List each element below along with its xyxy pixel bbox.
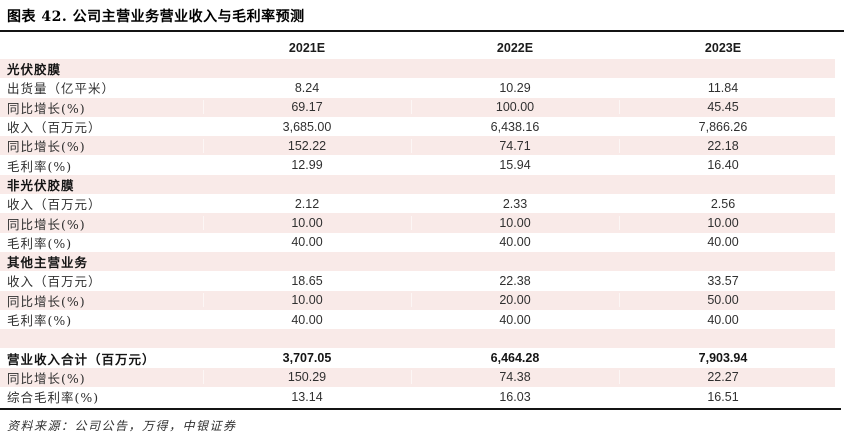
cell-value: 40.00: [499, 312, 531, 327]
table-row: 综合毛利率(%) 13.14 16.03 16.51: [0, 387, 835, 406]
cell-value: 15.94: [499, 158, 531, 173]
cell-value: 22.27: [619, 370, 827, 384]
cell-value: 40.00: [707, 235, 739, 250]
table-row: 同比增长(%) 69.17 100.00 45.45: [0, 97, 835, 117]
row-label: 光伏胶膜: [7, 62, 62, 78]
cell-value: 40.00: [707, 312, 739, 327]
cell-value: 6,464.28: [490, 351, 540, 366]
cell-value: 20.00: [411, 293, 619, 307]
cell-value: 2.56: [710, 196, 736, 211]
cell-value: 10.00: [203, 293, 411, 307]
cell-value: 16.51: [707, 389, 739, 404]
row-label: 非光伏胶膜: [7, 177, 75, 193]
cell-value: 150.29: [203, 370, 411, 384]
table-row: 收入（百万元） 3,685.00 6,438.16 7,866.26: [0, 117, 835, 136]
cell-value: 8.24: [294, 80, 320, 95]
row-label: 营业收入合计（百万元）: [7, 351, 156, 367]
cell-value: 74.38: [411, 370, 619, 384]
cell-value: 10.00: [203, 216, 411, 230]
table-row: 其他主营业务: [0, 251, 835, 272]
row-label: 同比增长(%): [7, 100, 86, 116]
title-rule: [0, 30, 844, 32]
row-label: 同比增长(%): [7, 139, 86, 155]
cell-value: 22.38: [499, 273, 531, 288]
cell-value: 74.71: [411, 139, 619, 153]
table-row: 收入（百万元） 18.65 22.38 33.57: [0, 271, 835, 290]
forecast-table: 2021E 2022E 2023E 光伏胶膜出货量（亿平米） 8.24 10.29 11.…: [0, 37, 835, 406]
table-row: 毛利率(%) 40.00 40.00 40.00: [0, 310, 835, 329]
cell-value: 18.65: [291, 273, 323, 288]
cell-value: 10.00: [619, 216, 827, 230]
cell-value: 2.12: [294, 196, 320, 211]
row-label: 收入（百万元）: [7, 274, 102, 290]
source-note: 资料来源：公司公告，万得，中银证券: [7, 419, 237, 434]
table-row: 毛利率(%) 12.99 15.94 16.40: [0, 155, 835, 174]
cell-value: 16.40: [707, 158, 739, 173]
column-header: 2023E: [704, 41, 742, 55]
row-label: 出货量（亿平米）: [7, 81, 116, 97]
table-row: 非光伏胶膜: [0, 174, 835, 195]
row-label: 收入（百万元）: [7, 120, 102, 136]
cell-value: 45.45: [619, 100, 827, 114]
row-label: 同比增长(%): [7, 293, 86, 309]
table-row: 营业收入合计（百万元） 3,707.05 6,464.28 7,903.94: [0, 348, 835, 367]
row-label: 毛利率(%): [7, 235, 73, 251]
table-row: 毛利率(%) 40.00 40.00 40.00: [0, 233, 835, 252]
table-row: 同比增长(%) 152.22 74.71 22.18: [0, 136, 835, 156]
cell-value: 40.00: [291, 235, 323, 250]
cell-value: 10.00: [411, 216, 619, 230]
cell-value: 22.18: [619, 139, 827, 153]
cell-value: 100.00: [411, 100, 619, 114]
cell-value: 40.00: [499, 235, 531, 250]
cell-value: 13.14: [291, 389, 323, 404]
column-header: 2022E: [496, 41, 534, 55]
cell-value: 3,707.05: [282, 351, 332, 366]
cell-value: 50.00: [619, 293, 827, 307]
row-label: 毛利率(%): [7, 158, 73, 174]
row-label: 同比增长(%): [7, 370, 86, 386]
cell-value: 7,903.94: [698, 351, 748, 366]
cell-value: 2.33: [502, 196, 528, 211]
cell-value: 16.03: [499, 389, 531, 404]
row-label: 其他主营业务: [7, 255, 89, 271]
table-row: 同比增长(%) 10.00 20.00 50.00: [0, 290, 835, 310]
row-label: 收入（百万元）: [7, 197, 102, 213]
cell-value: 3,685.00: [282, 119, 332, 134]
cell-value: 33.57: [707, 273, 739, 288]
cell-value: 6,438.16: [490, 119, 540, 134]
cell-value: 10.29: [499, 80, 531, 95]
table-row: 光伏胶膜: [0, 59, 835, 79]
row-label: 毛利率(%): [7, 313, 73, 328]
table-row: [0, 329, 835, 349]
table-row: 同比增长(%) 150.29 74.38 22.27: [0, 367, 835, 388]
table-header-row: 2021E 2022E 2023E: [0, 37, 835, 59]
cell-value: 12.99: [291, 158, 323, 173]
row-label: 同比增长(%): [7, 216, 86, 232]
table-bottom-rule: [0, 408, 841, 411]
cell-value: 152.22: [203, 139, 411, 153]
table-row: 同比增长(%) 10.00 10.00 10.00: [0, 213, 835, 233]
table-row: 出货量（亿平米） 8.24 10.29 11.84: [0, 78, 835, 97]
row-label: 综合毛利率(%): [7, 390, 100, 406]
table-body: 光伏胶膜 出货量（亿平米） 8.24 10.29 11.84 同比增长(%) 69.17 10…: [0, 59, 835, 406]
cell-value: 40.00: [291, 312, 323, 327]
cell-value: 7,866.26: [698, 119, 748, 134]
column-header: 2021E: [288, 41, 326, 55]
table-row: 收入（百万元） 2.12 2.33 2.56: [0, 194, 835, 213]
figure-title: 图表 42. 公司主营业务营业收入与毛利率预测: [7, 9, 305, 25]
cell-value: 11.84: [707, 80, 739, 95]
cell-value: 69.17: [203, 100, 411, 114]
